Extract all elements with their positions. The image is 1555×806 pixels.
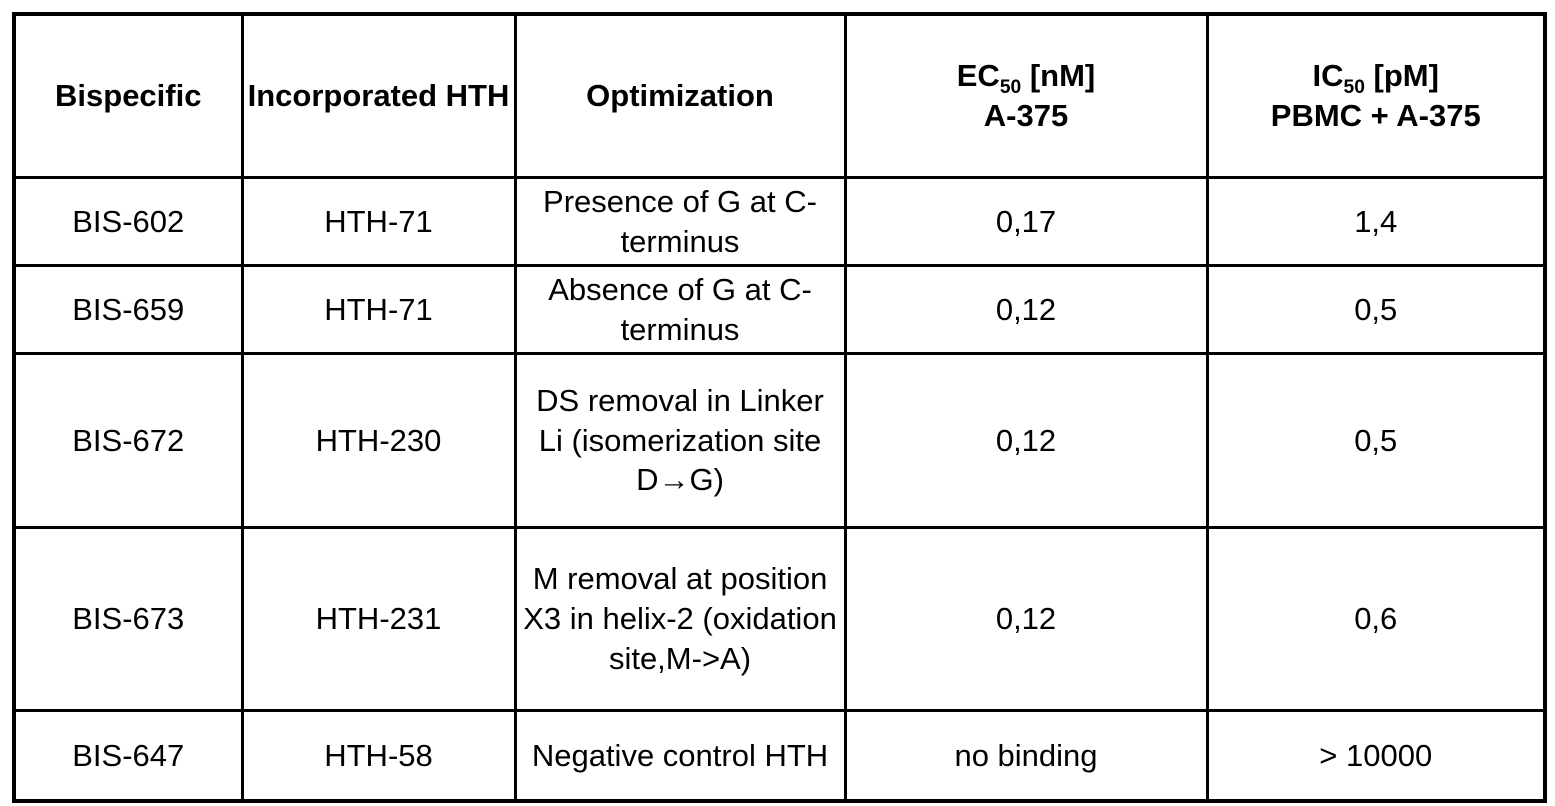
cell-hth: HTH-231 [240,526,517,712]
ec50-label: EC50 [nM] [956,58,1096,99]
cell-bispecific: BIS-659 [12,264,244,355]
cell-ec50: 0,12 [843,264,1209,355]
cell-ec50: 0,17 [843,176,1209,267]
cell-bispecific: BIS-673 [12,526,244,712]
cell-ic50: 0,6 [1205,526,1547,712]
ec50-cellline-label: A-375 [983,98,1069,133]
header-ec50: EC50 [nM] A-375 [843,12,1209,179]
ic50-label: IC50 [pM] [1312,58,1439,99]
table-row: BIS-602 HTH-71 Presence of G at C-terminus… [12,176,1547,267]
header-optimization: Optimization [513,12,847,179]
cell-optimization: Absence of G at C-terminus [513,264,847,355]
bispecific-results-table: Bispecific Incorporated HTH Optimization… [12,12,1547,803]
cell-hth: HTH-58 [240,709,517,803]
table-row: BIS-672 HTH-230 DS removal in Linker Li (i… [12,352,1547,529]
cell-hth: HTH-71 [240,264,517,355]
cell-optimization: Presence of G at C-terminus [513,176,847,267]
cell-hth: HTH-230 [240,352,517,529]
cell-ec50: 0,12 [843,352,1209,529]
cell-bispecific: BIS-672 [12,352,244,529]
cell-optimization: DS removal in Linker Li (isomerization s… [513,352,847,529]
cell-ic50: > 10000 [1205,709,1547,803]
table-row: BIS-673 HTH-231 M removal at position X3 i… [12,526,1547,712]
cell-optimization: M removal at position X3 in helix-2 (oxi… [513,526,847,712]
cell-ic50: 1,4 [1205,176,1547,267]
cell-ic50: 0,5 [1205,264,1547,355]
table-row: BIS-647 HTH-58 Negative control HTH no bind… [12,709,1547,803]
ec50-subscript: 50 [999,77,1022,99]
cell-bispecific: BIS-602 [12,176,244,267]
header-row: Bispecific Incorporated HTH Optimization… [12,12,1547,179]
ic50-subscript: 50 [1343,77,1365,99]
header-ic50: IC50 [pM] PBMC + A-375 [1205,12,1547,179]
header-incorporated-hth: Incorporated HTH [240,12,517,179]
table-body: BIS-602 HTH-71 Presence of G at C-terminus… [12,176,1547,803]
cell-ec50: no binding [843,709,1209,803]
table-header: Bispecific Incorporated HTH Optimization… [12,12,1547,179]
cell-ec50: 0,12 [843,526,1209,712]
ic50-cellline-label: PBMC + A-375 [1270,98,1481,133]
cell-bispecific: BIS-647 [12,709,244,803]
cell-ic50: 0,5 [1205,352,1547,529]
table-row: BIS-659 HTH-71 Absence of G at C-terminus 0… [12,264,1547,355]
cell-hth: HTH-71 [240,176,517,267]
cell-optimization: Negative control HTH [513,709,847,803]
header-bispecific: Bispecific [12,12,244,179]
